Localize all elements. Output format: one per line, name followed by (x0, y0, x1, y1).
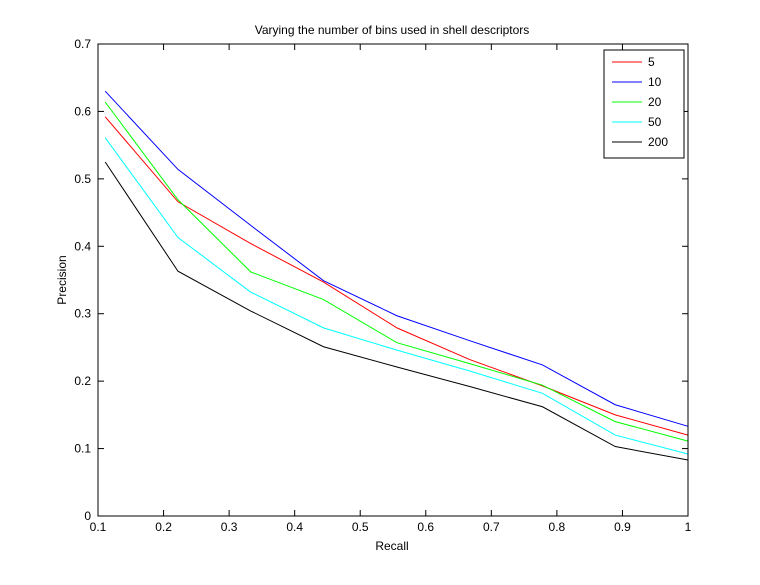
series-line-200 (104, 161, 689, 461)
legend-label-10: 10 (648, 75, 662, 89)
y-axis-label: Precision (55, 255, 69, 304)
series-line-10 (104, 90, 689, 427)
x-axis-label: Recall (375, 539, 408, 553)
y-tick-label: 0.3 (74, 307, 91, 321)
x-tick-label: 0.5 (352, 520, 369, 534)
x-tick-label: 0.4 (286, 520, 303, 534)
legend-label-20: 20 (648, 95, 662, 109)
series-line-20 (104, 101, 689, 442)
y-tick-label: 0.7 (74, 37, 91, 51)
x-tick-label: 0.9 (614, 520, 631, 534)
x-tick-label: 0.3 (221, 520, 238, 534)
legend: 5 10 20 50 200 (603, 49, 685, 159)
legend-label-5: 5 (648, 55, 655, 69)
x-tick-label: 0.1 (90, 520, 107, 534)
x-tick-label: 0.6 (417, 520, 434, 534)
x-tick-label: 1 (685, 520, 692, 534)
y-tick-label: 0 (84, 509, 91, 523)
series-line-50 (104, 137, 689, 455)
x-tick-label: 0.2 (155, 520, 172, 534)
x-tick-label: 0.8 (549, 520, 566, 534)
legend-label-200: 200 (648, 135, 668, 149)
series-layer (104, 90, 689, 461)
y-tick-label: 0.2 (74, 374, 91, 388)
axes-layer: 0.1 0.2 0.3 0.4 0.5 0.6 0.7 0.8 0.9 100.10.20.30.… (74, 37, 691, 534)
plot-frame (97, 43, 689, 517)
legend-label-50: 50 (648, 115, 662, 129)
chart-title: Varying the number of bins used in shell… (255, 23, 530, 37)
y-tick-label: 0.5 (74, 172, 91, 186)
y-tick-label: 0.4 (74, 239, 91, 253)
legend-box (603, 49, 685, 159)
series-line-5 (104, 116, 689, 436)
x-tick-label: 0.7 (483, 520, 500, 534)
y-tick-label: 0.6 (74, 104, 91, 118)
y-tick-label: 0.1 (74, 442, 91, 456)
